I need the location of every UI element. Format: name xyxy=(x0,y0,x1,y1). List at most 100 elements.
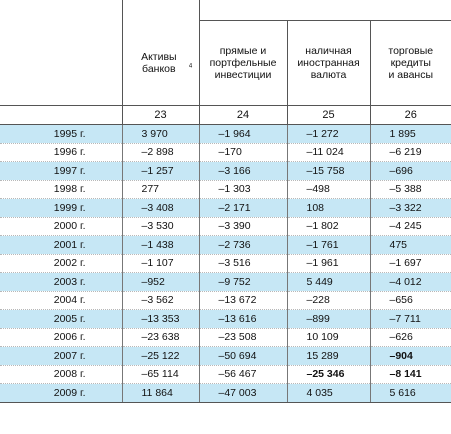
year-cell: 2002 г. xyxy=(0,253,122,273)
group-header-cell xyxy=(198,0,451,21)
value-cell: 11 864 xyxy=(121,383,199,403)
value-cell: –952 xyxy=(121,272,199,291)
col-header-trade-credits-line: и авансы xyxy=(388,69,434,81)
table-row: 1995 г. 3 970 –1 964 –1 272 1 895 xyxy=(0,124,451,143)
value-cell: –2 898 xyxy=(121,142,199,162)
value-cell: –25 122 xyxy=(121,346,199,365)
year-cell: 2000 г. xyxy=(0,216,122,236)
value-cell: –228 xyxy=(286,290,370,310)
year-cell: 2007 г. xyxy=(0,346,122,365)
value-cell: –3 322 xyxy=(369,198,451,217)
col-header-bank-assets-label: Активы банков xyxy=(141,50,177,75)
value-cell: –3 166 xyxy=(198,161,287,180)
table-body: 1995 г. 3 970 –1 964 –1 272 1 895 1996 г. –2 8… xyxy=(0,124,451,403)
table-row: 1997 г. –1 257 –3 166 –15 758 –696 xyxy=(0,161,451,180)
value-cell: –626 xyxy=(369,327,451,347)
value-cell: –1 697 xyxy=(369,253,451,273)
table-row: 2003 г. –952 –9 752 5 449 –4 012 xyxy=(0,272,451,291)
column-number: 26 xyxy=(369,105,451,125)
year-cell: 2009 г. xyxy=(0,383,122,403)
value-cell: –3 530 xyxy=(121,216,199,236)
value-cell: –696 xyxy=(369,161,451,180)
value-cell: –13 672 xyxy=(198,290,287,310)
value-cell: –4 012 xyxy=(369,272,451,291)
column-number: 24 xyxy=(198,105,287,125)
value-cell: –1 272 xyxy=(286,124,370,143)
year-cell: 2005 г. xyxy=(0,309,122,328)
table-row: 2000 г. –3 530 –3 390 –1 802 –4 245 xyxy=(0,216,451,236)
col-header-cash-currency-line: иностранная xyxy=(297,57,360,69)
year-cell: 1996 г. xyxy=(0,142,122,162)
value-cell: 108 xyxy=(286,198,370,217)
value-cell: –4 245 xyxy=(369,216,451,236)
table-row: 2009 г. 11 864 –47 003 4 035 5 616 xyxy=(0,383,451,403)
value-cell: –1 961 xyxy=(286,253,370,273)
value-cell: –5 388 xyxy=(369,179,451,199)
col-header-investments: прямые и портфельные инвестиции xyxy=(198,20,287,106)
header-top-row xyxy=(0,0,451,21)
table-row: 1999 г. –3 408 –2 171 108 –3 322 xyxy=(0,198,451,217)
value-cell: –3 562 xyxy=(121,290,199,310)
value-cell: –11 024 xyxy=(286,142,370,162)
col-header-trade-credits: торговые кредиты и авансы xyxy=(369,20,451,106)
year-cell: 1997 г. xyxy=(0,161,122,180)
value-cell: –13 353 xyxy=(121,309,199,328)
year-cell: 2008 г. xyxy=(0,364,122,384)
table-row: 2008 г. –65 114 –56 467 –25 346 –8 141 xyxy=(0,364,451,384)
value-cell: –1 964 xyxy=(198,124,287,143)
value-cell: –9 752 xyxy=(198,272,287,291)
value-cell: 15 289 xyxy=(286,346,370,365)
value-cell: –8 141 xyxy=(369,364,451,384)
col-header-bank-assets: Активы банков 4 xyxy=(121,20,199,106)
col-header-footnote-mark: 4 xyxy=(188,63,193,70)
col-header-investments-line: прямые и xyxy=(219,45,267,57)
column-number-row: 23 24 25 26 xyxy=(0,105,451,125)
table-row: 2006 г. –23 638 –23 508 10 109 –626 xyxy=(0,327,451,347)
table-row: 1998 г. 277 –1 303 –498 –5 388 xyxy=(0,179,451,199)
corner-cell xyxy=(0,0,122,21)
column-number: 23 xyxy=(121,105,199,125)
data-table: Активы банков 4 прямые и портфельные инве… xyxy=(0,0,451,403)
value-cell: –656 xyxy=(369,290,451,310)
value-cell: 277 xyxy=(121,179,199,199)
value-cell: –47 003 xyxy=(198,383,287,403)
value-cell: –25 346 xyxy=(286,364,370,384)
value-cell: –2 171 xyxy=(198,198,287,217)
value-cell: –498 xyxy=(286,179,370,199)
value-cell: –15 758 xyxy=(286,161,370,180)
value-cell: –50 694 xyxy=(198,346,287,365)
col-header-trade-credits-line: кредиты xyxy=(390,57,431,69)
col-header-investments-line: портфельные xyxy=(209,57,277,69)
value-cell: 5 616 xyxy=(369,383,451,403)
value-cell: –1 438 xyxy=(121,235,199,254)
table-row: 2004 г. –3 562 –13 672 –228 –656 xyxy=(0,290,451,310)
value-cell: –7 711 xyxy=(369,309,451,328)
value-cell: –2 736 xyxy=(198,235,287,254)
year-cell: 2003 г. xyxy=(0,272,122,291)
col-header-trade-credits-line: торговые xyxy=(388,45,434,57)
value-cell: –6 219 xyxy=(369,142,451,162)
year-cell: 1999 г. xyxy=(0,198,122,217)
value-cell: 3 970 xyxy=(121,124,199,143)
col-header-cash-currency-line: валюта xyxy=(310,69,347,81)
value-cell: –170 xyxy=(198,142,287,162)
value-cell: –904 xyxy=(369,346,451,365)
value-cell: –3 516 xyxy=(198,253,287,273)
value-cell: –3 390 xyxy=(198,216,287,236)
year-cell: 1998 г. xyxy=(0,179,122,199)
top-blank-cell xyxy=(121,0,199,21)
value-cell: –1 761 xyxy=(286,235,370,254)
value-cell: –1 257 xyxy=(121,161,199,180)
value-cell: –23 638 xyxy=(121,327,199,347)
value-cell: –1 303 xyxy=(198,179,287,199)
year-cell: 2006 г. xyxy=(0,327,122,347)
year-cell: 2001 г. xyxy=(0,235,122,254)
col-header-cash-currency-line: наличная xyxy=(305,45,352,57)
value-cell: –56 467 xyxy=(198,364,287,384)
table-row: 2007 г. –25 122 –50 694 15 289 –904 xyxy=(0,346,451,365)
value-cell: –1 107 xyxy=(121,253,199,273)
value-cell: –65 114 xyxy=(121,364,199,384)
value-cell: –1 802 xyxy=(286,216,370,236)
year-cell: 1995 г. xyxy=(0,124,122,143)
value-cell: 5 449 xyxy=(286,272,370,291)
